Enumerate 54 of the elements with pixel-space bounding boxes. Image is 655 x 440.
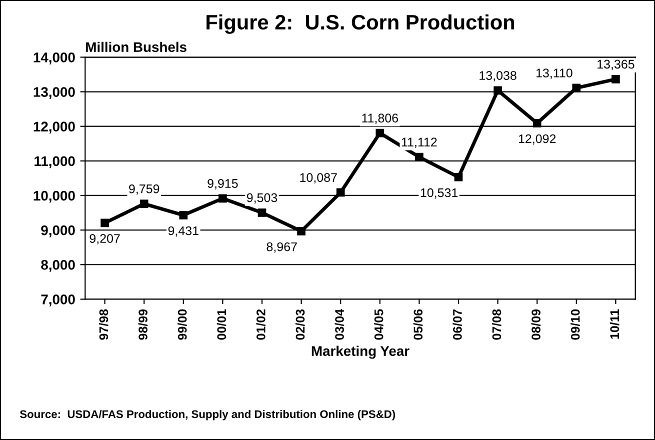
point [612,74,620,84]
data-label: 9,207 [90,234,120,244]
x-tick-label: 04/05 [374,309,384,340]
point [179,210,188,220]
point [415,152,424,162]
data-label: 10,087 [300,173,337,184]
data-label: 12,092 [518,134,556,145]
point [258,208,266,217]
point [140,200,148,208]
data-label: 10,531 [420,188,458,199]
y-tick-label: 10,000 [34,190,75,203]
point [532,118,542,128]
x-tick-label: 06/07 [452,309,462,340]
x-axis-title: Marketing Year [312,346,410,359]
x-tick-label: 97/98 [98,309,108,340]
point [376,128,384,138]
data-label: 11,112 [402,138,437,148]
x-tick-label: 05/06 [413,309,423,340]
y-axis-title: Million Bushels [86,42,186,52]
y-tick-label: 14,000 [34,52,75,64]
x-tick-label: 02/03 [295,309,305,340]
data-label: 13,038 [480,71,516,82]
data-label: 11,806 [362,114,398,124]
data-label: 9,915 [208,179,238,190]
data-label: 13,365 [598,60,634,70]
point [336,188,345,197]
point [218,194,227,203]
y-tick-label: 8,000 [41,260,75,272]
y-tick-label: 11,000 [34,156,75,168]
x-tick-label: 99/00 [178,309,187,340]
x-tick-label: 10/11 [610,309,620,339]
x-tick-label: 09/10 [570,309,580,340]
data-label: 9,503 [246,193,278,204]
data-label: 9,759 [129,184,160,195]
point [494,86,502,95]
x-tick-label: 03/04 [334,308,344,340]
chart-title: Figure 2: U.S. Corn Production [206,14,514,34]
y-tick-label: 9,000 [41,225,75,238]
source-note: Source: USDA/FAS Production, Supply and Distribution Online (PS&D) [20,410,396,420]
x-tick-label: 00/01 [216,309,226,340]
y-tick-label: 12,000 [34,122,75,134]
data-label: 9,431 [168,226,198,237]
y-tick-label: 13,000 [34,87,75,99]
point [100,218,109,228]
point [572,84,581,92]
data-label: 8,967 [266,242,297,253]
y-tick-label: 7,000 [41,294,75,306]
x-tick-label: 98/99 [138,309,148,340]
point [454,172,463,182]
x-tick-label: 08/09 [531,309,541,340]
data-label: 13,110 [536,68,572,79]
point [297,227,306,236]
x-tick-label: 07/08 [492,309,502,340]
x-tick-label: 01/02 [256,309,266,340]
